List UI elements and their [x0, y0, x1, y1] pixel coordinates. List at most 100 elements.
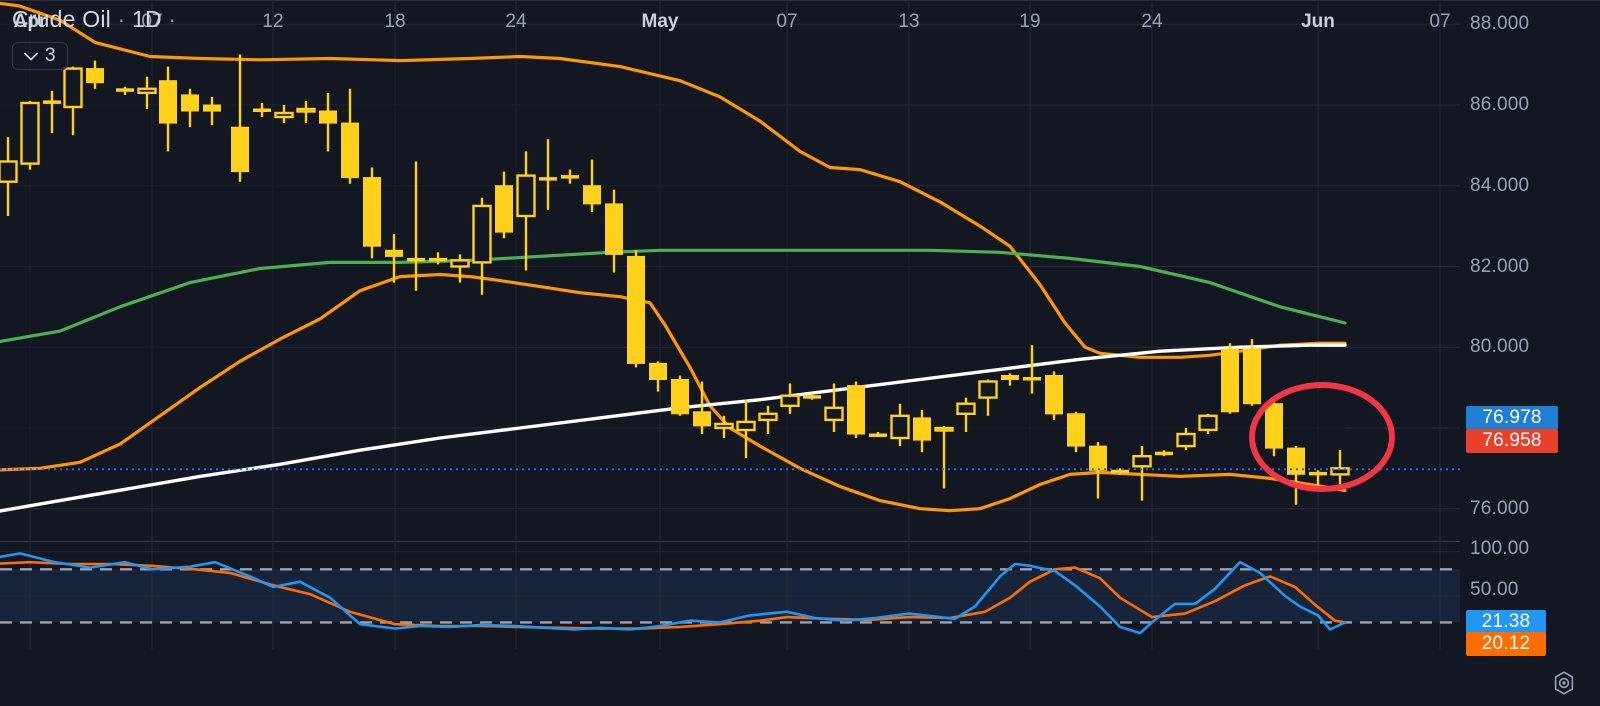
bollinger-band-fill: [0, 3, 1345, 511]
price-scale-label: 84.000: [1470, 174, 1530, 196]
candle-body-down: [1067, 413, 1085, 447]
stochastic-scale-label: 50.00: [1470, 579, 1519, 600]
candle-body-up: [0, 160, 18, 183]
candle-body-down: [1023, 377, 1041, 381]
candle-body-down: [1243, 348, 1261, 405]
candle-body-down: [1287, 447, 1305, 475]
candle-body-down: [363, 177, 381, 247]
candle-body-up: [1132, 455, 1152, 468]
interval-label[interactable]: 1D: [132, 6, 162, 32]
time-axis-label: 19: [1019, 11, 1041, 32]
candle-body-down: [1309, 471, 1327, 476]
candle-body-up: [956, 402, 976, 416]
candle-body-down: [385, 249, 403, 257]
moving-average-green-line: [0, 248, 1347, 344]
bollinger-upper-line: [0, 1, 1347, 359]
price-scale[interactable]: 88.00086.00084.00082.00080.00078.00076.0…: [1460, 0, 1600, 656]
price-scale-label: 82.000: [1470, 255, 1530, 277]
stochastic-badge-k[interactable]: 21.38: [1466, 610, 1546, 634]
candle-body-down: [693, 411, 711, 427]
candlestick-series: [0, 54, 1350, 505]
candle-body-down: [203, 104, 221, 112]
price-scale-label: 88.000: [1470, 13, 1530, 35]
candle-body-down: [429, 257, 447, 262]
stochastic-pane[interactable]: [0, 541, 1600, 649]
price-badge-bid[interactable]: 76.978: [1466, 406, 1558, 430]
candle-body-up: [934, 426, 954, 432]
candle-body-down: [181, 94, 199, 112]
time-axis-label: 07: [776, 11, 798, 32]
symbol-name[interactable]: Crude Oil: [12, 6, 111, 32]
candle-body-down: [1221, 348, 1239, 413]
candle-body-down: [1155, 451, 1173, 456]
candle-body-up: [274, 111, 294, 119]
candle-body-up: [450, 259, 470, 268]
candle-body-up: [714, 422, 734, 430]
candle-body-up: [1176, 432, 1196, 448]
time-axis-label: 07: [141, 11, 163, 32]
candle-body-down: [803, 395, 821, 399]
candle-body-up: [296, 107, 316, 113]
stochastic-chart-canvas: [0, 541, 1460, 649]
time-axis-label: Jun: [1301, 11, 1335, 32]
candle-body-down: [1001, 375, 1019, 380]
candle-body-down: [627, 255, 645, 364]
red-circle-annotation: [1249, 382, 1395, 492]
stochastic-scale-label: 100.00: [1470, 538, 1530, 559]
time-axis-label: 07: [1429, 11, 1451, 32]
time-axis-label: May: [641, 11, 679, 32]
candle-body-up: [824, 406, 844, 422]
time-scale[interactable]: Apr 07 12 18 24 May 07 13 19 24 Jun 07: [0, 0, 1600, 57]
candle-body-up: [137, 87, 157, 95]
time-axis-label: 24: [505, 11, 527, 32]
candle-body-up: [472, 204, 492, 264]
chevron-down-icon: [24, 52, 38, 61]
bollinger-lower-line: [0, 272, 1347, 513]
price-plot-area[interactable]: [0, 0, 1460, 541]
candle-body-up: [890, 414, 910, 440]
time-axis-label: 13: [898, 11, 920, 32]
candle-body-up: [736, 420, 756, 432]
candle-body-down: [253, 108, 271, 112]
selection-count-label: 3: [45, 45, 56, 66]
candle-body-up: [758, 412, 778, 422]
stochastic-badge-d[interactable]: 20.12: [1466, 632, 1546, 656]
candle-body-down: [341, 122, 359, 179]
candle-body-down: [913, 417, 931, 441]
candle-body-down: [1089, 445, 1107, 471]
selection-count-badge[interactable]: 3: [12, 42, 68, 70]
candle-body-down: [495, 185, 513, 233]
page-title: Crude Oil · 1D ·: [12, 6, 176, 33]
stochastic-k-line: [0, 552, 1347, 635]
candle-body-down: [86, 68, 104, 84]
candle-body-up: [1198, 414, 1218, 432]
candle-body-down: [561, 175, 579, 179]
candle-body-down: [847, 385, 865, 435]
candle-body-down: [583, 185, 601, 205]
candle-body-down: [671, 379, 689, 415]
price-chart-canvas: [0, 0, 1460, 541]
candle-body-down: [43, 100, 61, 104]
candle-body-up: [780, 394, 800, 408]
candle-body-up: [20, 101, 40, 165]
candle-body-down: [319, 110, 337, 124]
title-separator-1: ·: [117, 6, 126, 32]
candle-body-up: [63, 67, 83, 109]
price-pane[interactable]: [0, 0, 1600, 541]
candle-body-down: [116, 88, 134, 92]
price-badge-last[interactable]: 76.958: [1466, 429, 1558, 453]
crosshair-target-icon[interactable]: [1549, 668, 1579, 698]
price-scale-label: 76.000: [1470, 497, 1530, 519]
time-axis-label: 18: [384, 11, 406, 32]
candle-body-down: [605, 203, 623, 255]
chart-legend: Crude Oil · 1D · 3: [12, 6, 176, 70]
candle-body-down: [231, 126, 249, 173]
candle-body-down: [159, 80, 177, 124]
time-axis-label: 12: [262, 11, 284, 32]
candle-body-down: [1265, 403, 1283, 449]
stochastic-plot-area[interactable]: [0, 541, 1460, 649]
title-separator-2: ·: [168, 6, 177, 32]
time-axis-label: 24: [1141, 11, 1163, 32]
candle-body-up: [978, 380, 998, 399]
